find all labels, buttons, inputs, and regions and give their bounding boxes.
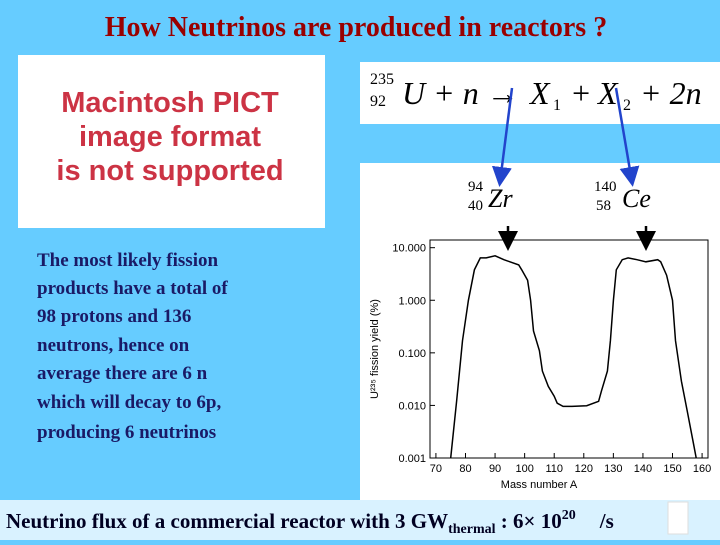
y-tick-label: 1.000 (398, 295, 426, 307)
body-line: producing 6 neutrinos (37, 422, 216, 443)
equation-x: X (596, 75, 619, 111)
equation-plus: + (570, 75, 592, 111)
yield-curve (449, 255, 697, 459)
x-tick-label: 100 (515, 463, 533, 475)
y-tick-label: 0.010 (398, 400, 426, 412)
y-tick-label: 0.001 (398, 453, 426, 465)
subscript: 1 (553, 97, 561, 114)
equation-x: X (528, 75, 551, 111)
arrow (614, 87, 640, 187)
footer-sub: thermal (448, 522, 496, 537)
placeholder-text: image format (79, 121, 261, 153)
body-text: The most likely fission products have a … (37, 250, 228, 443)
charge-number: 58 (596, 198, 611, 214)
arrow (491, 87, 514, 187)
plot-frame (429, 239, 709, 459)
x-tick-label: 90 (489, 463, 501, 475)
footer-text: : 6× 10 (496, 509, 562, 533)
equation: 235 92 U + n → X 1 + X 2 + 2n (370, 71, 702, 114)
nuclei: 94 40 Zr 140 58 Ce (468, 179, 651, 214)
icon (667, 501, 689, 535)
x-tick-label: 150 (663, 463, 681, 475)
y-tick-label: 10.000 (392, 243, 426, 255)
x-axis-label: Mass number A (501, 479, 578, 491)
figure-box (360, 163, 720, 500)
footer-text: Neutrino flux of a commercial reactor wi… (6, 509, 448, 533)
footer-text: /s (599, 509, 614, 533)
mass-number: 235 (370, 71, 394, 88)
equation-rhs: + 2n (640, 75, 702, 111)
y-tick-label: 0.100 (398, 348, 426, 360)
x-tick-label: 120 (575, 463, 593, 475)
x-tick-label: 70 (430, 463, 442, 475)
body-line: neutrons, hence on (37, 335, 190, 356)
y-axis-label: U²³⁵ fission yield (%) (369, 299, 381, 399)
subscript: 2 (623, 97, 631, 114)
nucleus-symbol: Ce (622, 184, 651, 213)
placeholder-box (18, 55, 325, 228)
x-tick-label: 80 (459, 463, 471, 475)
placeholder-text: Macintosh PICT (61, 87, 279, 119)
nucleus-symbol: Zr (488, 184, 513, 213)
footer-sup: 20 (562, 508, 576, 523)
x-tick-label: 110 (545, 463, 563, 475)
x-tick-label: 160 (693, 463, 711, 475)
plot: 10.000 1.000 0.100 0.010 0.001 70 80 90 100 110 12… (369, 239, 711, 491)
body-line: products have a total of (37, 278, 228, 299)
body-line: which will decay to 6p, (37, 392, 221, 413)
placeholder-text: is not supported (56, 155, 283, 187)
footer: Neutrino flux of a commercial reactor wi… (6, 508, 614, 537)
footer-bar (0, 500, 720, 540)
equation-lhs: U + n → (402, 75, 519, 111)
body-line: 98 protons and 136 (37, 306, 191, 327)
x-tick-label: 140 (634, 463, 652, 475)
charge-number: 40 (468, 198, 483, 214)
charge-number: 92 (370, 93, 386, 110)
title: How Neutrinos are produced in reactors ? (105, 12, 607, 43)
body-line: average there are 6 n (37, 363, 208, 384)
mass-number: 94 (468, 179, 484, 195)
equation-box (360, 62, 720, 124)
body-line: The most likely fission (37, 250, 218, 271)
x-tick-label: 130 (604, 463, 622, 475)
mass-number: 140 (594, 179, 617, 195)
